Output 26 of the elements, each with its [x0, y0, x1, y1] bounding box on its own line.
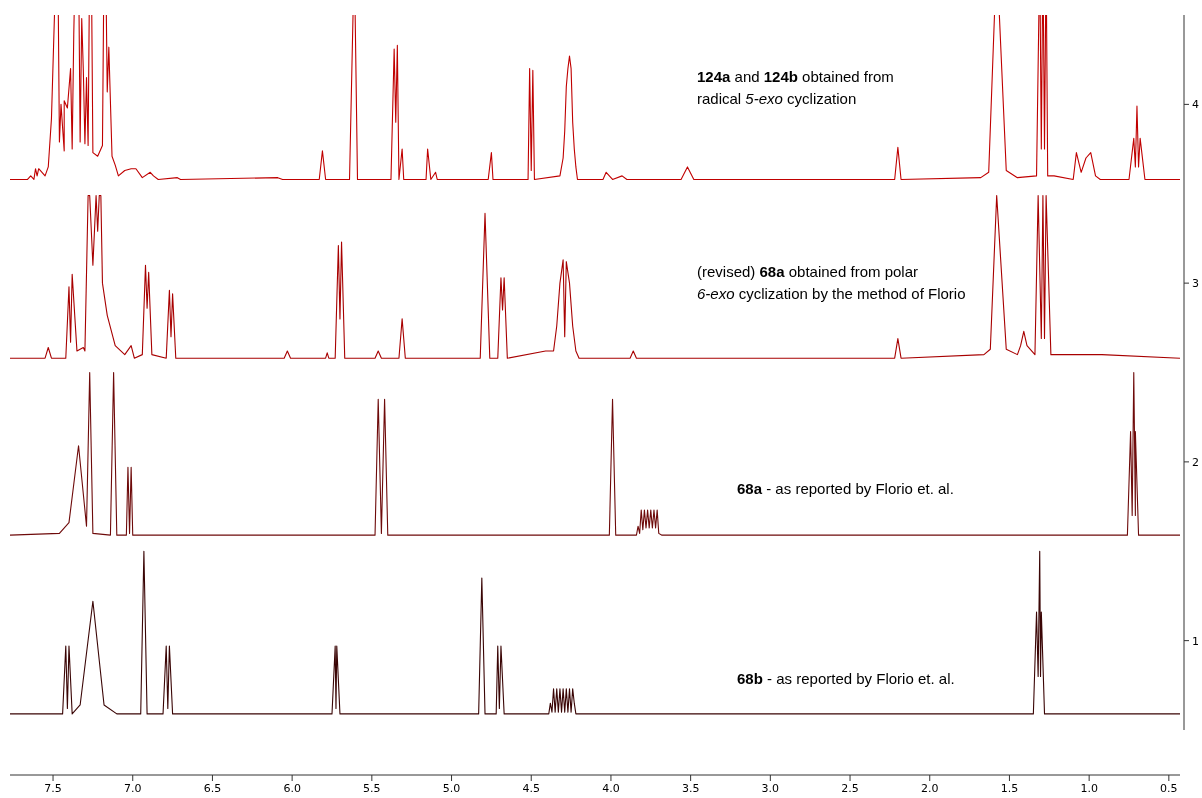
x-tick-label: 2.5	[841, 782, 859, 795]
x-tick-label: 7.5	[44, 782, 62, 795]
x-tick-label: 6.5	[203, 782, 222, 795]
x-tick-label: 4.0	[602, 782, 620, 795]
x-tick-label: 2.0	[920, 782, 939, 795]
x-tick-label: 3.0	[761, 782, 780, 795]
line-series	[9, 550, 1181, 715]
y-tick-label: 1	[1192, 634, 1199, 648]
y-tick-label: 3	[1192, 277, 1199, 291]
x-tick-label: 6.0	[283, 782, 301, 795]
text: 68a - as reported by Florio et. al.	[737, 480, 954, 497]
x-tick-label: 1.5	[1000, 782, 1019, 795]
line-series	[9, 371, 1181, 536]
y-tick-label: 4	[1192, 98, 1199, 112]
x-tick-label: 1.0	[1080, 782, 1098, 795]
x-tick-label: 0.5	[1160, 782, 1178, 795]
x-tick-label: 7.0	[123, 782, 142, 795]
x-tick-label: 4.5	[522, 782, 540, 795]
text: 124a and 124b obtained from radical 5-exo cyclization	[697, 68, 894, 107]
x-tick-label: 3.5	[681, 782, 700, 795]
y-tick-label: 2	[1192, 455, 1199, 469]
series-label: 68b - as reported by Florio et. al.	[737, 670, 955, 687]
x-tick-label: 5.5	[363, 782, 381, 795]
x-tick-label: 5.0	[442, 782, 461, 795]
line-series	[9, 194, 1181, 359]
text: (revised) 68a obtained from polar 6-exo cyclization by the method of Florio	[697, 263, 966, 302]
